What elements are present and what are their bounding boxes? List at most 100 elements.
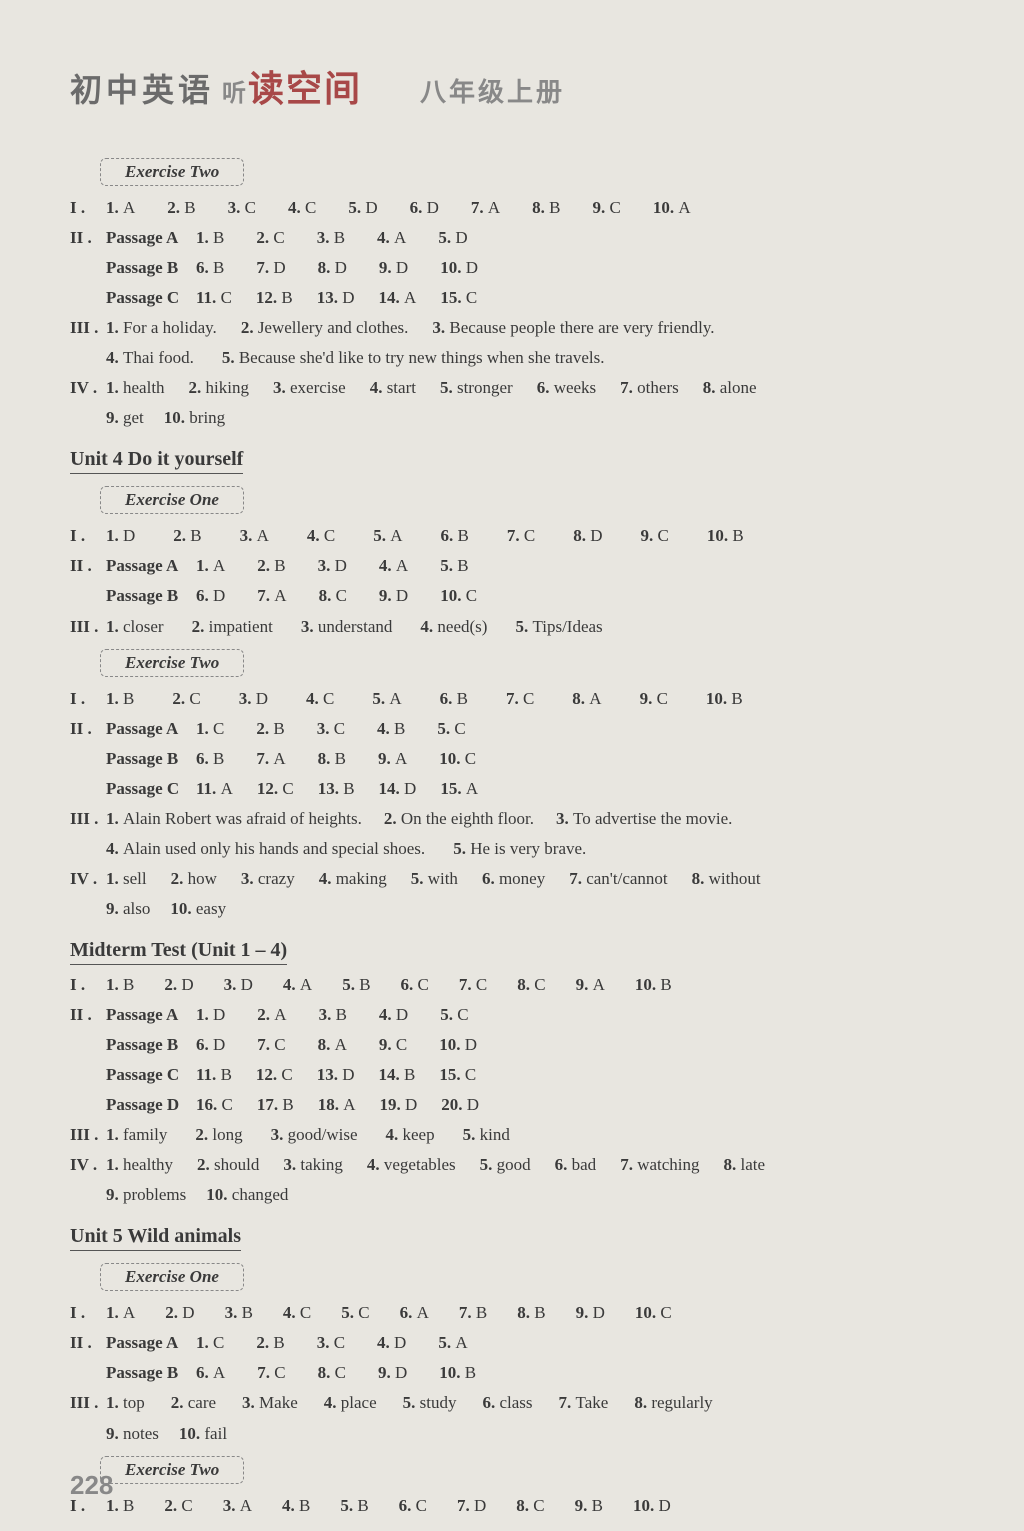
roman-numeral: [70, 344, 106, 372]
answer-item: 6. bad: [555, 1151, 597, 1179]
item-answer: closer: [123, 617, 164, 636]
answer-item: 17. B: [257, 1091, 294, 1119]
answer-item: 1. health: [106, 374, 165, 402]
answer-item: 7. C: [506, 685, 534, 713]
item-number: 14.: [379, 1065, 405, 1084]
item-number: 6.: [196, 586, 213, 605]
answer-item: 3. crazy: [241, 865, 295, 893]
answer-item: 1. C: [196, 1329, 224, 1357]
item-number: 15.: [440, 288, 466, 307]
item-answer: B: [458, 526, 469, 545]
passage-label: Passage A: [106, 715, 196, 743]
item-number: 9.: [641, 526, 658, 545]
item-answer: C: [245, 198, 256, 217]
roman-numeral: [70, 1359, 106, 1387]
unit-title: Unit 4 Do it yourself: [70, 448, 243, 474]
answer-item: 2. impatient: [192, 613, 273, 641]
item-answer: A: [221, 779, 233, 798]
item-answer: C: [334, 1333, 345, 1352]
header-logo: 听读空间: [222, 60, 362, 112]
answer-item: 9. also: [106, 895, 150, 923]
item-number: 11.: [196, 1065, 221, 1084]
item-number: 15.: [440, 779, 466, 798]
answer-item: 3. B: [317, 224, 345, 252]
item-answer: C: [300, 1303, 311, 1322]
item-answer: A: [213, 1363, 225, 1382]
item-number: 3.: [271, 1125, 288, 1144]
item-answer: long: [212, 1125, 242, 1144]
answer-line: 9. get10. bring: [70, 404, 954, 432]
item-answer: stronger: [457, 378, 513, 397]
item-answer: D: [213, 586, 225, 605]
answer-item: 14. A: [379, 284, 417, 312]
answer-item: 8. B: [532, 194, 560, 222]
item-answer: D: [182, 1303, 194, 1322]
answer-item: 4. Alain used only his hands and special…: [106, 835, 425, 863]
item-answer: Tips/Ideas: [532, 617, 602, 636]
item-answer: A: [396, 556, 408, 575]
item-number: 8.: [572, 689, 589, 708]
answer-item: 5. B: [340, 1492, 368, 1520]
answer-item: 4. vegetables: [367, 1151, 456, 1179]
item-number: 3.: [319, 1005, 336, 1024]
answer-item: 2. B: [256, 1329, 284, 1357]
item-answer: C: [282, 779, 293, 798]
item-answer: C: [534, 975, 545, 994]
item-number: 4.: [282, 1496, 299, 1515]
item-answer: Because people there are very friendly.: [449, 318, 714, 337]
item-answer: should: [214, 1155, 259, 1174]
answer-item: 10. C: [439, 745, 476, 773]
item-answer: D: [256, 689, 268, 708]
item-answer: good/wise: [288, 1125, 358, 1144]
answer-item: 8. D: [573, 522, 602, 550]
item-answer: D: [593, 1303, 605, 1322]
item-answer: D: [241, 975, 253, 994]
passage-label: Passage C: [106, 1061, 196, 1089]
item-number: 8.: [724, 1155, 741, 1174]
answer-line: Passage C11. C12. B13. D14. A15. C: [70, 284, 954, 312]
answer-item: 8. C: [517, 971, 545, 999]
item-answer: B: [274, 556, 285, 575]
answer-item: 3. taking: [283, 1151, 343, 1179]
item-answer: vegetables: [384, 1155, 456, 1174]
item-answer: kind: [480, 1125, 510, 1144]
answer-item: 1. A: [106, 194, 135, 222]
item-answer: B: [221, 1065, 232, 1084]
item-number: 3.: [240, 526, 257, 545]
item-answer: healthy: [123, 1155, 173, 1174]
roman-numeral: III .: [70, 1121, 106, 1149]
item-answer: B: [732, 526, 743, 545]
item-number: 9.: [379, 1035, 396, 1054]
answer-item: 18. A: [318, 1091, 356, 1119]
item-number: 5.: [372, 689, 389, 708]
item-answer: On the eighth floor.: [401, 809, 534, 828]
item-number: 4.: [283, 975, 300, 994]
item-answer: easy: [196, 899, 226, 918]
item-number: 12.: [257, 779, 283, 798]
item-answer: C: [334, 719, 345, 738]
answer-item: 3. C: [317, 715, 345, 743]
item-answer: watching: [637, 1155, 699, 1174]
answer-item: 5. B: [342, 971, 370, 999]
item-number: 2.: [256, 1333, 273, 1352]
item-number: 10.: [440, 586, 466, 605]
item-answer: B: [457, 689, 468, 708]
answer-item: 6. weeks: [537, 374, 596, 402]
item-answer: B: [190, 526, 201, 545]
answer-line: II .Passage A1. C2. B3. C4. D5. A: [70, 1329, 954, 1357]
item-number: 9.: [575, 1496, 592, 1515]
item-answer: place: [341, 1393, 377, 1412]
item-number: 5.: [373, 526, 390, 545]
answer-item: 2. C: [164, 1492, 192, 1520]
answer-line: II .Passage A1. A2. B3. D4. A5. B: [70, 552, 954, 580]
item-number: 6.: [410, 198, 427, 217]
item-answer: C: [396, 1035, 407, 1054]
item-answer: A: [123, 198, 135, 217]
answer-item: 10. D: [439, 1031, 477, 1059]
item-number: 1.: [106, 318, 123, 337]
item-answer: B: [343, 779, 354, 798]
answer-item: 4. A: [283, 971, 312, 999]
item-answer: For a holiday.: [123, 318, 217, 337]
item-number: 10.: [653, 198, 679, 217]
item-number: 2.: [197, 1155, 214, 1174]
